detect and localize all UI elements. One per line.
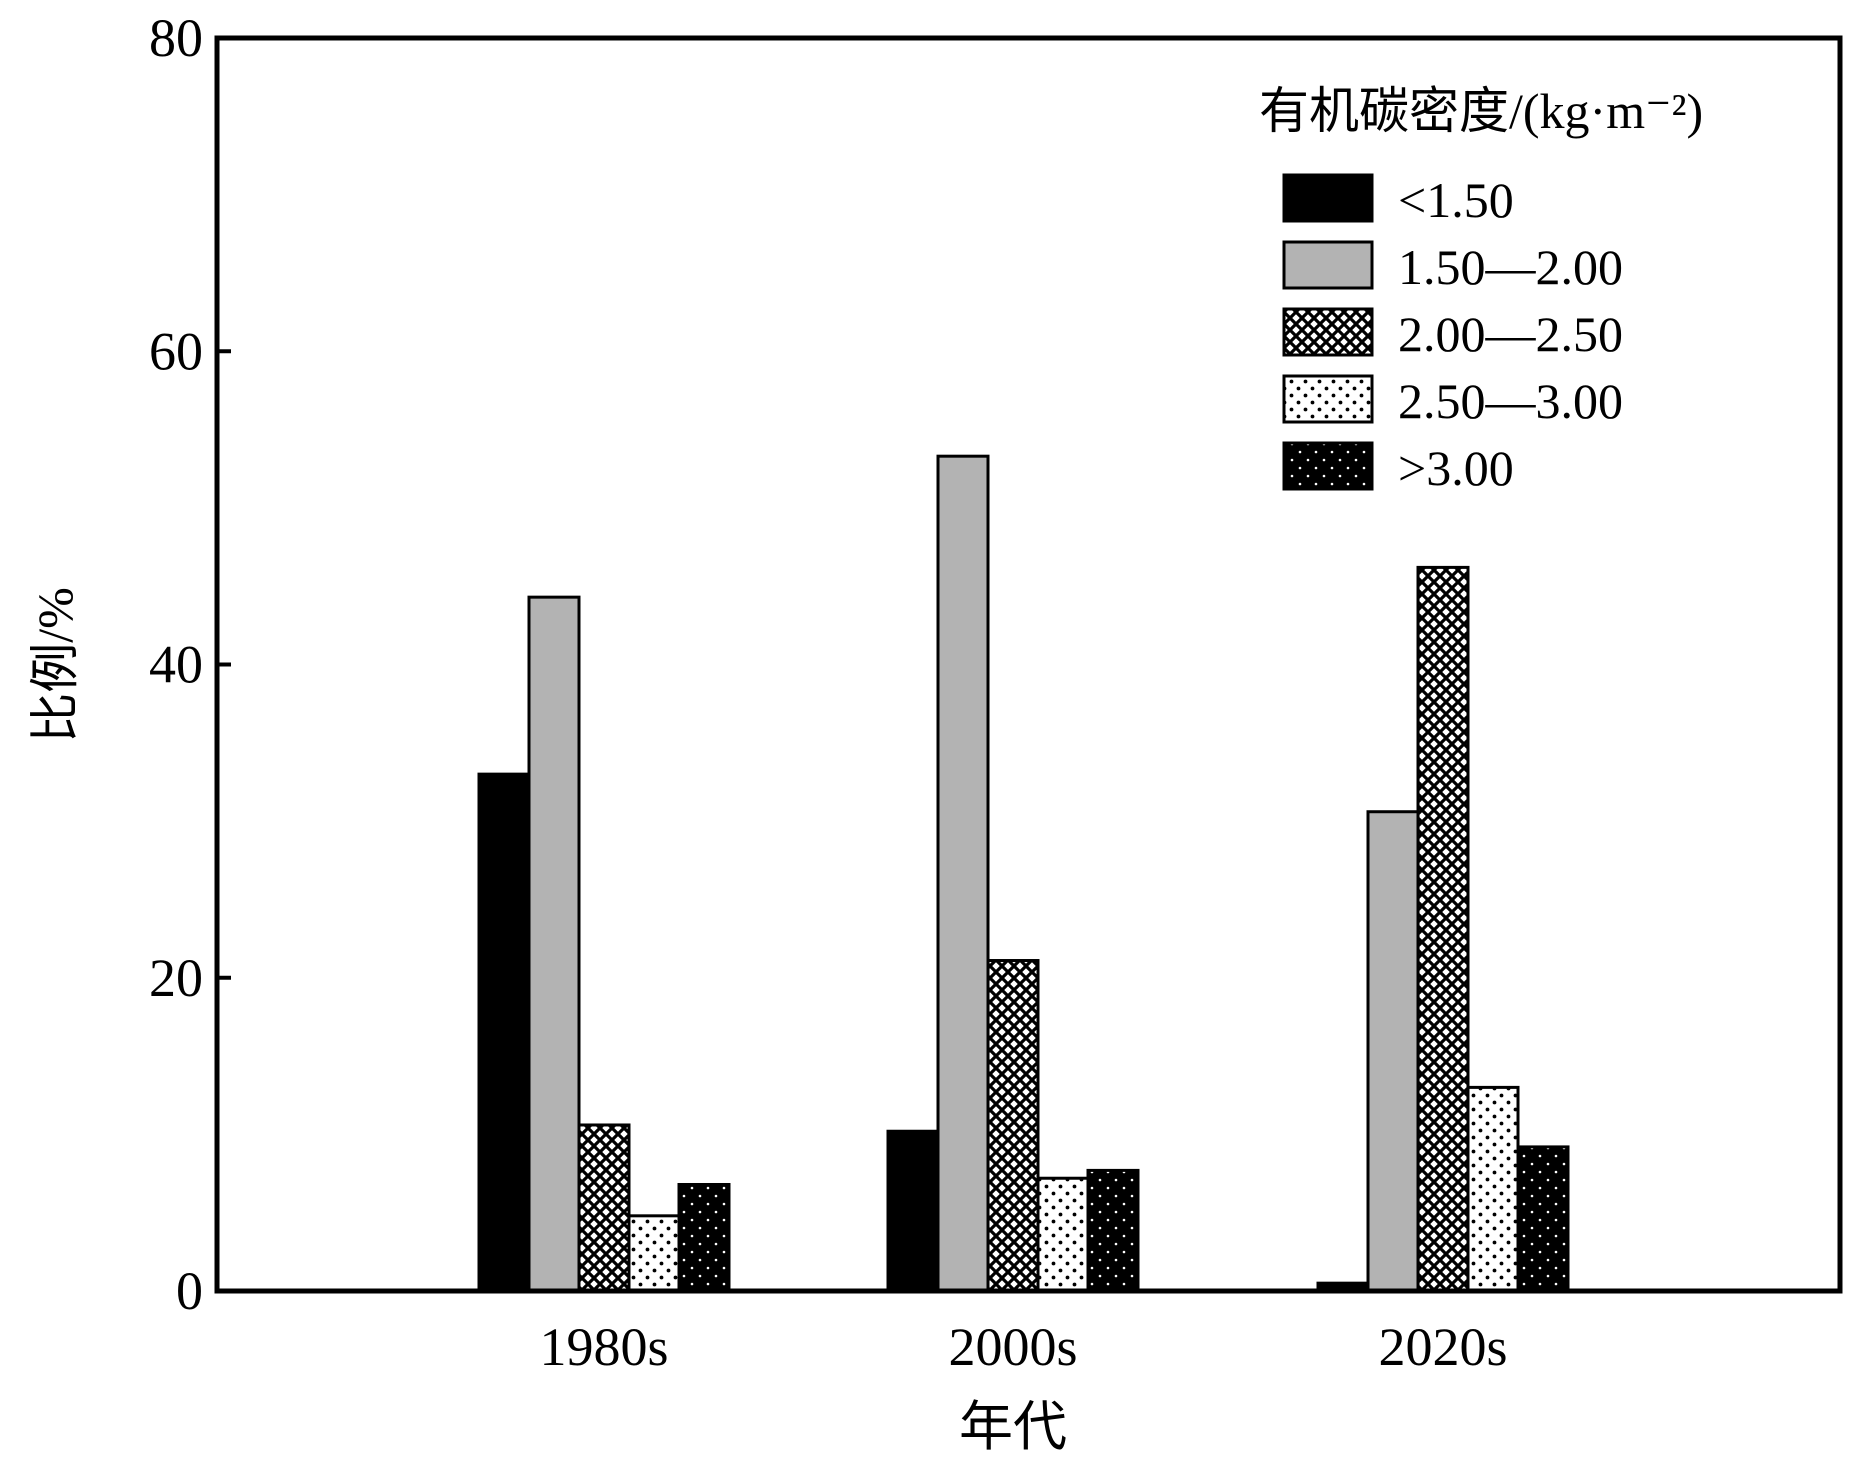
bar-2020s-series-1 [1366, 810, 1420, 1293]
y-tick-label: 0 [176, 1261, 203, 1321]
bar-1980s-series-4 [677, 1182, 731, 1293]
legend-swatch [1282, 307, 1374, 357]
legend-label: 1.50—2.00 [1398, 239, 1623, 295]
bar-1980s-series-1 [527, 595, 581, 1293]
x-axis: 1980s 2000s 2020s [539, 1317, 1507, 1377]
legend-label: 2.50—3.00 [1398, 373, 1623, 429]
legend-label: <1.50 [1398, 172, 1514, 228]
x-tick-label: 2020s [1378, 1317, 1507, 1377]
legend-title: 有机碳密度/(kg·m⁻²) [1259, 83, 1703, 139]
bar-2000s-series-1 [936, 454, 990, 1293]
legend-swatch [1282, 374, 1374, 424]
y-tick-label: 40 [149, 635, 203, 695]
y-axis: 0 20 40 60 80 [149, 8, 231, 1321]
y-tick-label: 20 [149, 948, 203, 1008]
legend: 有机碳密度/(kg·m⁻²) <1.50 1.50—2.00 2.00—2.50 2.… [1259, 83, 1703, 496]
bar-1980s-series-2 [577, 1123, 631, 1293]
legend-label: >3.00 [1398, 440, 1514, 496]
x-tick-label: 2000s [948, 1317, 1077, 1377]
bar-2000s-series-3 [1036, 1176, 1090, 1293]
x-axis-title: 年代 [959, 1397, 1067, 1457]
bar-1980s-series-0 [477, 772, 531, 1293]
bar-2020s-series-3 [1466, 1085, 1520, 1293]
legend-swatch [1282, 173, 1374, 223]
bar-2000s-series-0 [886, 1129, 940, 1293]
bar-2000s-series-4 [1086, 1168, 1140, 1293]
y-tick-label: 60 [149, 321, 203, 381]
x-tick-label: 1980s [539, 1317, 668, 1377]
y-tick-label: 80 [149, 8, 203, 68]
legend-swatch [1282, 441, 1374, 491]
bars-layer [477, 454, 1570, 1293]
bar-2020s-series-4 [1516, 1145, 1570, 1293]
bar-2020s-series-2 [1416, 565, 1470, 1293]
bar-2000s-series-2 [986, 959, 1040, 1293]
y-axis-title: 比例/% [27, 587, 83, 743]
bar-1980s-series-3 [627, 1214, 681, 1293]
legend-label: 2.00—2.50 [1398, 306, 1623, 362]
legend-swatch [1282, 240, 1374, 290]
